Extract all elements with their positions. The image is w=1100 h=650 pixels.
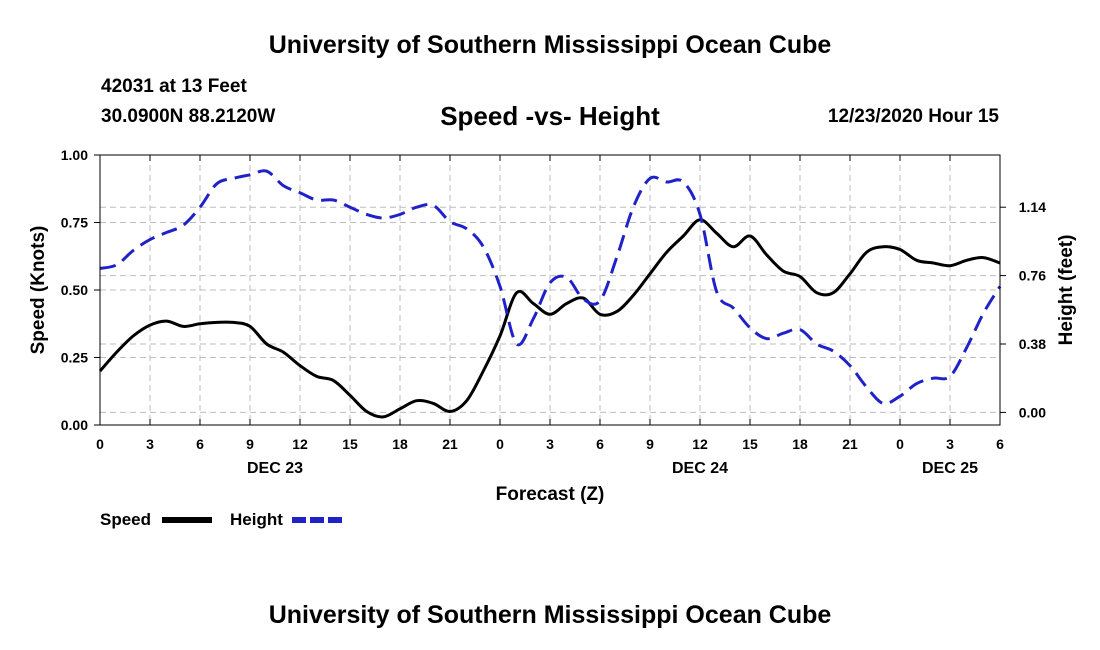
y2-tick-label: 0.76 (1019, 268, 1046, 284)
legend-height-label: Height (230, 510, 283, 529)
series-speed-line (98, 218, 1001, 419)
x-tick-label: 18 (792, 436, 808, 452)
series-height-line (99, 169, 1002, 406)
series-lines (98, 169, 1002, 419)
x-tick-label: 15 (342, 436, 358, 452)
x-tick-label: 6 (996, 436, 1004, 452)
x-tick-label: 9 (246, 436, 254, 452)
x-axis-label: Forecast (Z) (496, 484, 605, 505)
grid (100, 155, 1000, 425)
y2-axis-label: Height (feet) (1056, 235, 1077, 346)
y2-tick-label: 0.00 (1019, 404, 1046, 420)
y-tick-label: 1.00 (61, 147, 88, 163)
date-label: DEC 24 (672, 460, 728, 477)
x-tick-label: 6 (196, 436, 204, 452)
x-tick-label: 0 (896, 436, 904, 452)
x-tick-label: 12 (692, 436, 708, 452)
y-tick-label: 0.50 (61, 282, 88, 298)
legend-speed-label: Speed (100, 510, 151, 529)
date-label: DEC 25 (922, 460, 978, 477)
legend: Speed Height (100, 510, 342, 529)
x-tick-label: 12 (292, 436, 308, 452)
x-tick-label: 3 (146, 436, 154, 452)
x-tick-label: 6 (596, 436, 604, 452)
y-tick-label: 0.00 (61, 417, 88, 433)
y2-tick-label: 0.38 (1019, 336, 1046, 352)
y2-tick-label: 1.14 (1019, 199, 1046, 215)
y-tick-label: 0.75 (61, 215, 88, 231)
page-title-top: University of Southern Mississippi Ocean… (268, 31, 832, 59)
tick-marks (94, 154, 1006, 426)
x-tick-label: 18 (392, 436, 408, 452)
x-tick-label: 0 (496, 436, 504, 452)
chart-subtitle: Speed -vs- Height (440, 101, 660, 131)
station-label: 42031 at 13 Feet (101, 76, 247, 97)
date-label: DEC 23 (247, 460, 303, 477)
datetime-label: 12/23/2020 Hour 15 (827, 106, 999, 127)
x-tick-label: 9 (646, 436, 654, 452)
y-tick-label: 0.25 (61, 350, 88, 366)
x-tick-label: 15 (742, 436, 758, 452)
position-label: 30.0900N 88.2120W (101, 106, 276, 127)
y-axis-label: Speed (Knots) (28, 226, 49, 355)
x-tick-label: 21 (842, 436, 858, 452)
x-tick-label: 0 (96, 436, 104, 452)
tick-labels: 0 3 6 9 12 15 18 21 0 3 6 9 12 15 18 21 0 3 6 0.00 0.25 0.50 0… (61, 147, 1046, 477)
x-tick-label: 3 (946, 436, 954, 452)
x-tick-label: 3 (546, 436, 554, 452)
x-tick-label: 21 (442, 436, 458, 452)
page-title-bottom: University of Southern Mississippi Ocean… (268, 601, 832, 629)
